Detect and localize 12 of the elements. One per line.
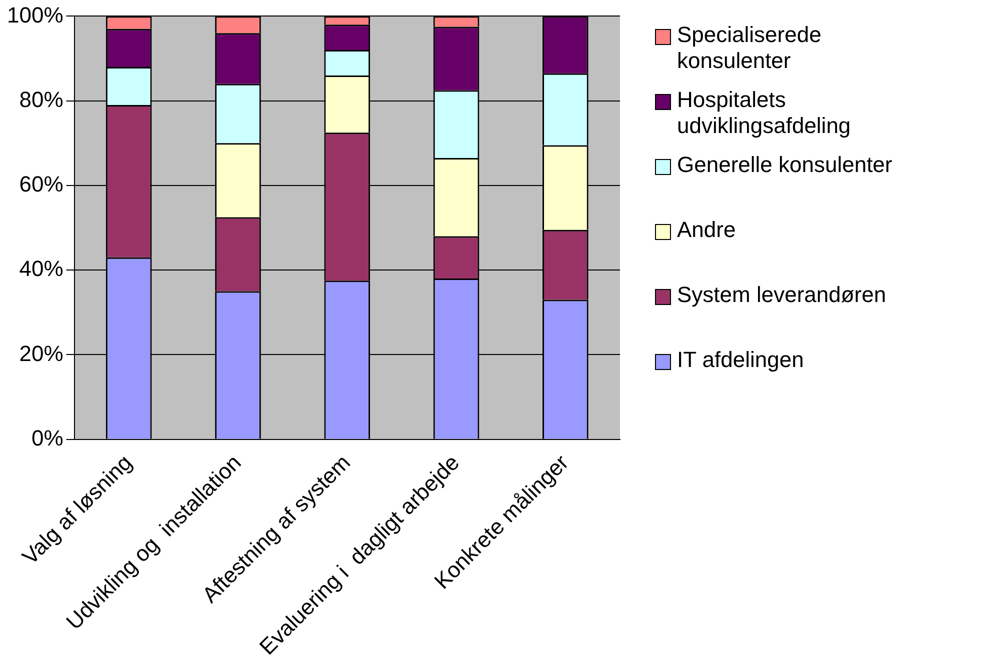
y-tick-label: 20%: [19, 340, 64, 366]
y-tick-label: 80%: [19, 86, 64, 112]
legend-label: Generelle konsulenter: [677, 152, 892, 178]
y-tick-label: 100%: [6, 2, 64, 28]
y-tick-label: 0%: [31, 425, 64, 450]
legend-label: IT afdelingen: [677, 347, 804, 373]
legend-label: Andre: [677, 217, 736, 243]
legend-label: System leverandøren: [677, 282, 886, 308]
y-tick-label: 60%: [19, 172, 64, 197]
y-tick-label: 40%: [19, 256, 64, 282]
legend-label: Specialiserede konsulenter: [677, 22, 822, 74]
legend-label: Hospitalets udviklingsafdeling: [677, 87, 852, 139]
